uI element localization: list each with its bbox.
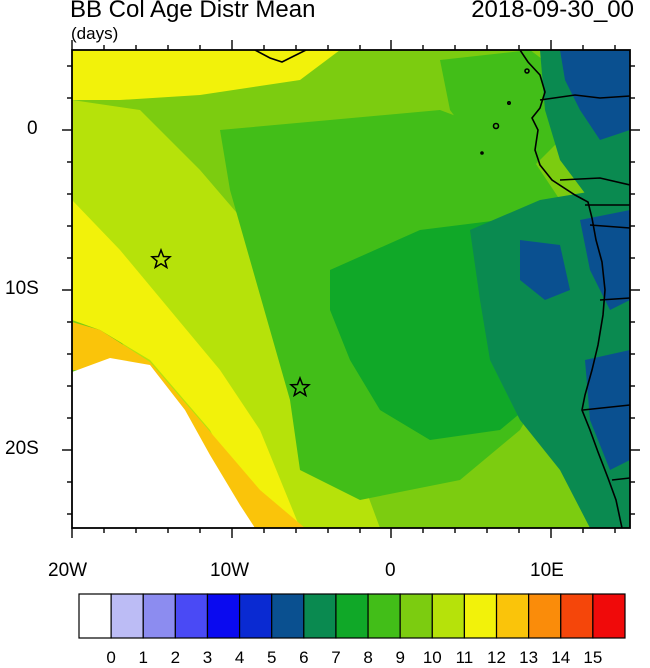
age-field (72, 50, 630, 528)
units-label: (days) (71, 24, 119, 43)
colorbar-label-12: 12 (487, 648, 506, 667)
colorbar-label-7: 7 (331, 648, 341, 667)
colorbar-box-7 (303, 593, 337, 639)
y-label-10s: 10S (5, 278, 39, 299)
colorbar-box-0 (78, 593, 112, 639)
map-title: BB Col Age Distr Mean (70, 0, 316, 23)
colorbar-box-16 (592, 593, 626, 639)
colorbar-box-2 (142, 593, 176, 639)
star-marker-1 (150, 247, 172, 270)
colorbar-label-6: 6 (299, 648, 309, 667)
y-label-0: 0 (27, 118, 38, 139)
colorbar-box-5 (238, 593, 273, 639)
star-marker-2 (289, 375, 311, 398)
colorbar-box-14 (528, 593, 562, 639)
colorbar-label-15: 15 (583, 648, 603, 667)
colorbar-label-1: 1 (138, 648, 148, 667)
colorbar-box-1 (110, 593, 144, 639)
y-label-20s: 20S (5, 438, 39, 459)
colorbar-label-14: 14 (551, 648, 571, 667)
colorbar-box-3 (174, 593, 209, 639)
colorbar-label-10: 10 (422, 648, 442, 667)
colorbar-box-4 (206, 593, 241, 639)
colorbar-box-11 (431, 593, 466, 639)
colorbar-box-15 (560, 593, 594, 639)
plot-frame (71, 49, 631, 529)
axis-ticks (62, 40, 640, 538)
colorbar-box-8 (335, 593, 369, 639)
colorbar (78, 593, 626, 639)
colorbar-box-13 (495, 593, 530, 639)
colorbar-box-10 (399, 593, 433, 639)
colorbar-label-2: 2 (170, 648, 181, 667)
colorbar-box-6 (271, 593, 305, 639)
colorbar-label-0: 0 (106, 648, 116, 667)
colorbar-label-3: 3 (202, 648, 213, 667)
x-label-10w: 10W (210, 560, 250, 581)
colorbar-label-5: 5 (266, 648, 277, 667)
colorbar-label-4: 4 (234, 648, 245, 667)
coastline (254, 50, 630, 528)
colorbar-label-9: 9 (395, 648, 405, 667)
colorbar-box-9 (367, 593, 401, 639)
colorbar-box-12 (463, 593, 498, 639)
x-label-0: 0 (385, 560, 396, 581)
map-date: 2018-09-30_00 (471, 0, 634, 23)
colorbar-label-8: 8 (363, 648, 373, 667)
x-label-10e: 10E (530, 560, 564, 581)
x-label-20w: 20W (48, 560, 88, 581)
colorbar-label-11: 11 (455, 648, 474, 667)
colorbar-label-13: 13 (519, 648, 539, 667)
